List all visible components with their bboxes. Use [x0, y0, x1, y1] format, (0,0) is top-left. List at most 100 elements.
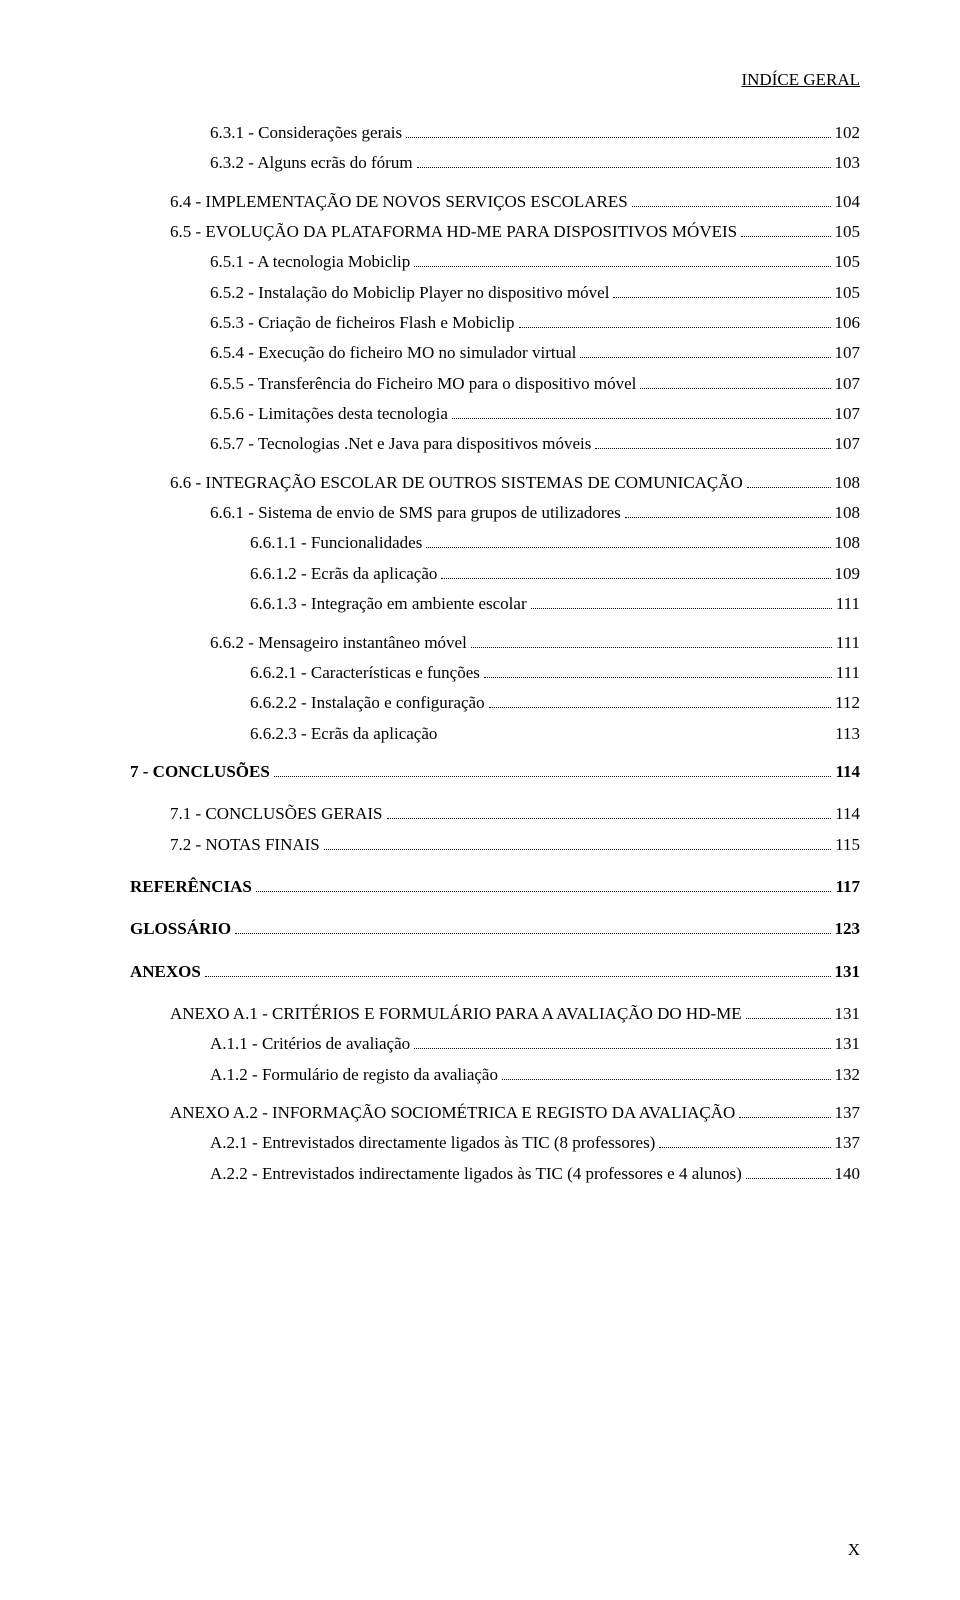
toc-leader-dots [414, 254, 830, 268]
page-header: INDÍCE GERAL [130, 70, 860, 90]
toc-leader-dots [632, 193, 831, 207]
toc-entry-label: 7.1 - CONCLUSÕES GERAIS [170, 801, 383, 827]
toc-leader-dots [625, 504, 831, 518]
toc-entry-label: 6.5.5 - Transferência do Ficheiro MO par… [210, 371, 636, 397]
spacer [130, 179, 860, 187]
toc-entry-label: 7.2 - NOTAS FINAIS [170, 832, 320, 858]
table-of-contents: 6.3.1 - Considerações gerais1026.3.2 - A… [130, 118, 860, 1189]
toc-entry: 6.5.1 - A tecnologia Mobiclip105 [130, 247, 860, 277]
toc-entry-page: 112 [835, 690, 860, 716]
toc-entry-page: 105 [835, 280, 861, 306]
toc-entry-page: 115 [835, 832, 860, 858]
spacer [130, 945, 860, 957]
toc-entry-label: 6.5.2 - Instalação do Mobiclip Player no… [210, 280, 609, 306]
toc-entry-label: 6.6.1 - Sistema de envio de SMS para gru… [210, 500, 621, 526]
toc-leader-dots [256, 878, 832, 892]
toc-entry-label: REFERÊNCIAS [130, 874, 252, 900]
toc-entry: 6.6.1.1 - Funcionalidades 108 [130, 528, 860, 558]
toc-entry: A.2.1 - Entrevistados directamente ligad… [130, 1128, 860, 1158]
toc-entry: 6.3.2 - Alguns ecrãs do fórum 103 [130, 148, 860, 178]
toc-entry: A.1.2 - Formulário de registo da avaliaç… [130, 1060, 860, 1090]
toc-leader-dots [746, 1165, 831, 1179]
toc-entry-page: 103 [835, 150, 861, 176]
toc-leader-dots [426, 535, 830, 549]
toc-entry-label: 7 - CONCLUSÕES [130, 759, 270, 785]
toc-entry-label: 6.6 - INTEGRAÇÃO ESCOLAR DE OUTROS SISTE… [170, 470, 743, 496]
toc-entry: 6.3.1 - Considerações gerais 102 [130, 118, 860, 148]
toc-leader-dots [595, 436, 830, 450]
toc-leader-dots [580, 345, 830, 359]
toc-entry-label: 6.6.1.1 - Funcionalidades [250, 530, 422, 556]
spacer [130, 1090, 860, 1098]
toc-entry-page: 108 [835, 500, 861, 526]
toc-entry: 6.5.6 - Limitações desta tecnologia107 [130, 399, 860, 429]
toc-leader-dots [235, 921, 830, 935]
toc-leader-dots [274, 763, 832, 777]
page-footer: X [130, 1540, 860, 1560]
toc-entry-page: 106 [835, 310, 861, 336]
toc-entry-label: 6.6.2 - Mensageiro instantâneo móvel [210, 630, 467, 656]
toc-leader-dots [747, 474, 831, 488]
toc-entry-label: 6.6.2.1 - Características e funções [250, 660, 480, 686]
toc-entry-label: 6.3.1 - Considerações gerais [210, 120, 402, 146]
toc-entry-page: 137 [835, 1100, 861, 1126]
toc-entry: 6.6 - INTEGRAÇÃO ESCOLAR DE OUTROS SISTE… [130, 468, 860, 498]
toc-leader-dots [531, 595, 832, 609]
toc-entry-label: A.2.2 - Entrevistados indirectamente lig… [210, 1161, 742, 1187]
toc-entry-label: 6.6.2.3 - Ecrãs da aplicação [250, 721, 437, 747]
spacer [130, 460, 860, 468]
toc-entry: A.1.1 - Critérios de avaliação131 [130, 1029, 860, 1059]
toc-entry: 7.2 - NOTAS FINAIS 115 [130, 830, 860, 860]
document-page: INDÍCE GERAL 6.3.1 - Considerações gerai… [0, 0, 960, 1600]
toc-entry-page: 109 [835, 561, 861, 587]
toc-entry-label: ANEXOS [130, 959, 201, 985]
toc-entry-page: 102 [835, 120, 861, 146]
toc-entry: 6.5.7 - Tecnologias .Net e Java para dis… [130, 429, 860, 459]
toc-entry: 6.5.5 - Transferência do Ficheiro MO par… [130, 369, 860, 399]
toc-leader-dots [746, 1005, 831, 1019]
toc-leader-dots [489, 694, 832, 708]
toc-leader-dots [205, 963, 831, 977]
toc-entry-label: A.1.1 - Critérios de avaliação [210, 1031, 410, 1057]
toc-entry-label: 6.6.1.2 - Ecrãs da aplicação [250, 561, 437, 587]
toc-entry-label: 6.5.6 - Limitações desta tecnologia [210, 401, 448, 427]
toc-entry-page: 111 [836, 591, 860, 617]
toc-entry-label: A.2.1 - Entrevistados directamente ligad… [210, 1130, 655, 1156]
toc-entry-label: GLOSSÁRIO [130, 916, 231, 942]
toc-entry-label: 6.6.1.3 - Integração em ambiente escolar [250, 591, 527, 617]
toc-entry-label: 6.5.3 - Criação de ficheiros Flash e Mob… [210, 310, 515, 336]
toc-entry-page: 140 [835, 1161, 861, 1187]
toc-entry: GLOSSÁRIO123 [130, 914, 860, 944]
toc-entry-label: ANEXO A.2 - INFORMAÇÃO SOCIOMÉTRICA E RE… [170, 1100, 735, 1126]
toc-entry-page: 117 [835, 874, 860, 900]
toc-entry-page: 111 [836, 630, 860, 656]
toc-entry-page: 104 [835, 189, 861, 215]
toc-entry: 6.5.4 - Execução do ficheiro MO no simul… [130, 338, 860, 368]
toc-leader-dots [484, 664, 832, 678]
spacer [130, 860, 860, 872]
toc-entry: 6.6.1 - Sistema de envio de SMS para gru… [130, 498, 860, 528]
toc-entry: 7.1 - CONCLUSÕES GERAIS114 [130, 799, 860, 829]
toc-entry-page: 132 [835, 1062, 861, 1088]
toc-entry-page: 111 [836, 660, 860, 686]
toc-entry-label: 6.3.2 - Alguns ecrãs do fórum [210, 150, 413, 176]
toc-entry: 6.6.2.3 - Ecrãs da aplicação 113 [130, 719, 860, 749]
toc-leader-dots [441, 565, 830, 579]
toc-entry-label: 6.5.1 - A tecnologia Mobiclip [210, 249, 410, 275]
toc-entry-label: 6.5.4 - Execução do ficheiro MO no simul… [210, 340, 576, 366]
toc-entry-label: 6.5 - EVOLUÇÃO DA PLATAFORMA HD-ME PARA … [170, 219, 737, 245]
toc-entry-page: 131 [835, 1001, 861, 1027]
toc-leader-dots [414, 1036, 830, 1050]
spacer [130, 787, 860, 799]
page-number: X [848, 1540, 860, 1560]
toc-entry-page: 108 [835, 470, 861, 496]
toc-entry-page: 113 [835, 721, 860, 747]
toc-entry-page: 131 [835, 959, 861, 985]
toc-leader-dots [659, 1135, 830, 1149]
toc-entry-label: A.1.2 - Formulário de registo da avaliaç… [210, 1062, 498, 1088]
toc-entry-page: 108 [835, 530, 861, 556]
toc-leader-dots [406, 124, 830, 138]
toc-leader-dots [519, 314, 831, 328]
toc-entry: 6.6.2 - Mensageiro instantâneo móvel 111 [130, 628, 860, 658]
spacer [130, 902, 860, 914]
